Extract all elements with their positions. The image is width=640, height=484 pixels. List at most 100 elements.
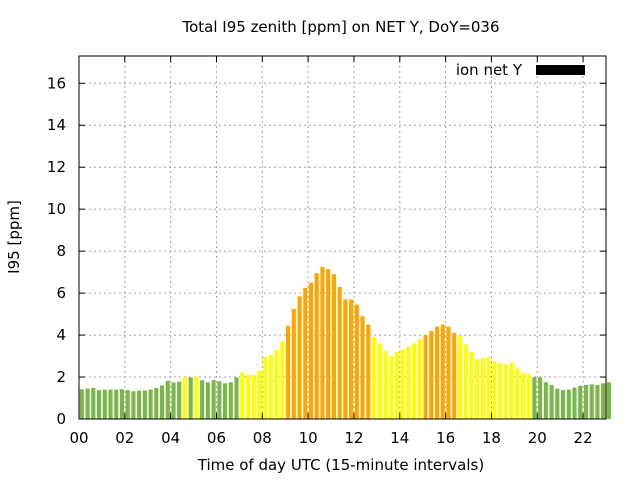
bar (343, 299, 348, 419)
bar (159, 385, 165, 419)
bar (96, 390, 102, 419)
y-tick-label: 10 (47, 200, 66, 218)
bar (79, 389, 84, 419)
legend: ion net Y (456, 61, 585, 79)
y-tick-label: 6 (56, 284, 66, 302)
bar (497, 363, 503, 419)
y-tick-label: 4 (56, 326, 66, 344)
x-tick-label: 10 (299, 429, 318, 447)
bar (234, 377, 239, 419)
bar (349, 299, 354, 419)
bar (337, 286, 342, 419)
bar (543, 382, 548, 419)
y-tick-label: 16 (47, 74, 66, 92)
legend-label: ion net Y (456, 61, 523, 79)
bar (314, 273, 319, 419)
bar (165, 380, 170, 419)
bar (303, 287, 308, 419)
bars (79, 266, 611, 419)
bar (452, 332, 457, 419)
bar (217, 381, 222, 419)
bar (280, 341, 285, 419)
bar (583, 385, 589, 419)
bar (114, 389, 119, 419)
x-tick-label: 04 (161, 429, 180, 447)
bar (520, 372, 526, 419)
bar (434, 326, 440, 419)
bar (475, 359, 480, 419)
bar (515, 368, 520, 419)
bar (400, 349, 405, 419)
bar (331, 274, 336, 419)
bar (463, 344, 468, 419)
bar (412, 343, 417, 419)
bar (211, 379, 216, 419)
bar (469, 351, 474, 419)
bar (606, 382, 611, 419)
bar (108, 389, 113, 419)
legend-swatch (536, 65, 585, 75)
bar (194, 376, 199, 419)
bar (200, 380, 205, 419)
bar (566, 389, 571, 419)
y-tick-label: 12 (47, 158, 66, 176)
bar (601, 383, 606, 419)
bar (394, 351, 399, 419)
bar (137, 390, 142, 419)
bar (578, 385, 583, 419)
bar (148, 389, 153, 419)
bar (354, 304, 359, 419)
bar (360, 316, 365, 419)
bar (532, 377, 537, 419)
bar (286, 325, 291, 419)
bar (223, 383, 228, 419)
bar (257, 370, 262, 419)
y-axis-label: I95 [ppm] (5, 200, 23, 274)
bar (429, 330, 434, 419)
x-tick-label: 12 (344, 429, 363, 447)
bar (263, 357, 268, 419)
bar (383, 350, 388, 419)
bar (572, 387, 577, 419)
x-tick-label: 08 (253, 429, 272, 447)
bar (154, 387, 159, 419)
bar (131, 391, 136, 419)
bar (389, 356, 394, 419)
bar (509, 362, 514, 419)
bar (228, 382, 233, 419)
bar (526, 373, 531, 419)
bar (308, 282, 314, 419)
bar (182, 377, 188, 419)
bar (177, 381, 182, 419)
bar (371, 337, 377, 419)
bar (119, 389, 125, 419)
bar (549, 385, 554, 419)
x-tick-label: 18 (482, 429, 501, 447)
bar (377, 343, 382, 419)
bar (446, 326, 451, 419)
bar (538, 377, 543, 419)
bar (560, 390, 566, 419)
bar (85, 388, 90, 419)
bar (291, 308, 296, 419)
x-tick-label: 16 (436, 429, 455, 447)
bar (457, 336, 462, 419)
bar (555, 388, 560, 419)
bar (595, 385, 600, 419)
bar (480, 358, 485, 419)
bar (251, 374, 256, 419)
x-axis-label: Time of day UTC (15-minute intervals) (197, 456, 484, 474)
bar (406, 346, 411, 419)
bar (245, 374, 251, 419)
bar (320, 266, 325, 419)
chart-title: Total I95 zenith [ppm] on NET Y, DoY=036 (181, 18, 499, 36)
bar (440, 324, 445, 419)
bar (268, 355, 273, 419)
bar (240, 372, 245, 419)
bar (366, 324, 371, 419)
bar (125, 390, 130, 419)
bar (492, 361, 497, 419)
